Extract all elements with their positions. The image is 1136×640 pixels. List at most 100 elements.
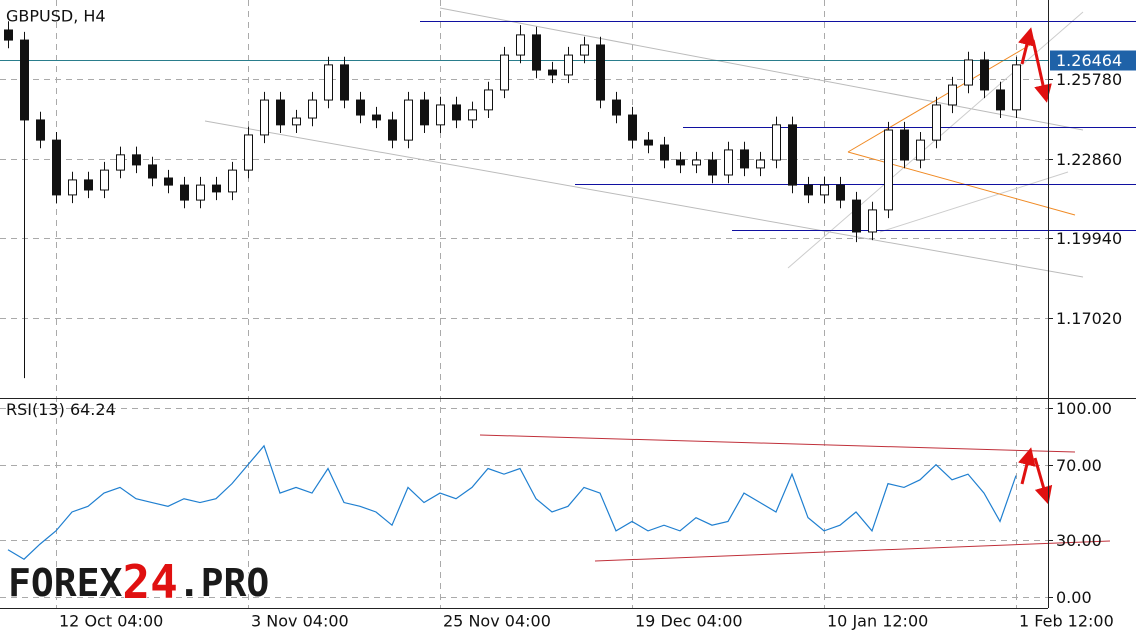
x-tick-label: 10 Jan 12:00	[827, 612, 928, 631]
y-tick-label: 70.00	[1056, 456, 1102, 475]
candle-body	[532, 34, 541, 71]
candle-body	[468, 109, 477, 121]
x-tick-label: 3 Nov 04:00	[251, 612, 349, 631]
trend-line	[879, 171, 1069, 233]
candle-body	[836, 184, 845, 201]
frame	[0, 0, 1136, 609]
arrow-up	[1018, 447, 1036, 485]
x-tick-label: 25 Nov 04:00	[443, 612, 551, 631]
indicator-name: RSI(13)	[6, 400, 65, 419]
candle-body	[660, 144, 669, 161]
indicator-value: 64.24	[70, 400, 116, 419]
candle-body	[596, 44, 605, 101]
trend-lines	[204, 7, 1111, 562]
candle-body	[516, 34, 525, 56]
chart-title: GBPUSD, H4	[6, 7, 106, 26]
candle-body	[292, 117, 301, 126]
candle-body	[260, 99, 269, 136]
arrow-down	[1033, 457, 1053, 505]
candle-body	[116, 154, 125, 171]
candle-body	[100, 169, 109, 191]
candle-body	[404, 99, 413, 141]
y-tick-label: 1.17020	[1056, 309, 1122, 328]
candle-body	[356, 99, 365, 116]
candle-body	[852, 199, 861, 233]
candle-body	[36, 119, 45, 141]
candle-body	[868, 209, 877, 233]
watermark-part: 24	[122, 555, 177, 609]
candle-body	[612, 99, 621, 116]
candle-body	[372, 114, 381, 121]
candle-body	[548, 69, 557, 76]
y-tick-label: 1.25780	[1056, 70, 1122, 89]
y-tick-label: 100.00	[1056, 399, 1112, 418]
candle-body	[484, 89, 493, 111]
candle-body	[820, 184, 829, 196]
candle-body	[52, 139, 61, 196]
candle-body	[932, 104, 941, 141]
candle-body	[580, 44, 589, 56]
candle-body	[308, 99, 317, 119]
watermark-part: FOREX	[8, 561, 123, 605]
trend-line	[439, 7, 1084, 131]
x-tick-label: 1 Feb 12:00	[1019, 612, 1114, 631]
candle-body	[388, 119, 397, 141]
last-price-box	[1050, 50, 1136, 71]
arrows	[1018, 27, 1053, 505]
candle-body	[564, 54, 573, 76]
candle-body	[996, 89, 1005, 111]
candle-body	[196, 184, 205, 201]
candle-body	[900, 129, 909, 161]
candle-body	[324, 64, 333, 101]
candle-body	[804, 184, 813, 196]
candle-body	[948, 84, 957, 106]
candle-body	[644, 139, 653, 146]
candle-body	[628, 114, 637, 141]
candle-body	[500, 54, 509, 91]
candle-body	[68, 179, 77, 196]
candle-body	[436, 104, 445, 126]
plot	[4, 21, 1021, 560]
candle-body	[20, 39, 29, 121]
candle-body	[724, 149, 733, 176]
candle-body	[692, 159, 701, 166]
candle-body	[980, 59, 989, 91]
candle-body	[164, 177, 173, 186]
rsi-trend-line	[479, 434, 1076, 453]
y-tick-label: 1.19940	[1056, 229, 1122, 248]
candle-body	[340, 64, 349, 101]
grid	[0, 0, 1048, 608]
y-tick-label: 30.00	[1056, 531, 1102, 550]
candle-body	[148, 164, 157, 179]
rsi-trend-line	[594, 540, 1111, 562]
arrow-up	[1018, 27, 1036, 65]
candle-body	[212, 184, 221, 193]
indicator-label: RSI(13) 64.24	[6, 400, 116, 419]
candle-body	[420, 99, 429, 126]
candle-body	[1012, 64, 1021, 111]
candle-body	[276, 99, 285, 126]
candle-body	[964, 59, 973, 86]
candle-body	[244, 134, 253, 171]
candle-body	[772, 124, 781, 161]
candle-body	[756, 159, 765, 169]
y-tick-label: 0.00	[1056, 588, 1092, 607]
candle-body	[132, 154, 141, 166]
y-tick-label: 1.22860	[1056, 150, 1122, 169]
candle-body	[228, 169, 237, 193]
candle-body	[884, 129, 893, 211]
rsi-line	[7, 444, 1017, 560]
candle-body	[4, 29, 13, 41]
last-price-label: 1.26464	[1056, 51, 1122, 70]
trend-line	[204, 120, 1084, 278]
x-tick-label: 12 Oct 04:00	[59, 612, 163, 631]
candle-body	[788, 124, 797, 186]
candle-body	[84, 179, 93, 191]
candle-body	[180, 184, 189, 201]
levels	[0, 21, 1136, 231]
candle-body	[452, 104, 461, 121]
arrow-down	[1031, 39, 1052, 103]
watermark-part: .PRO	[178, 561, 270, 605]
